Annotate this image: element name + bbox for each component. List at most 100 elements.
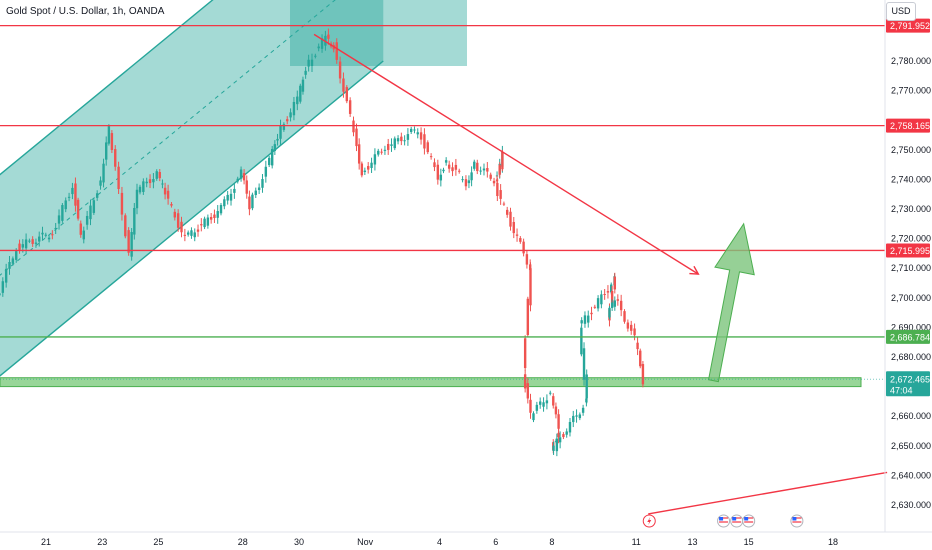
channel-upper-line[interactable] [0, 0, 383, 206]
candle-body [267, 157, 271, 166]
candle-body [233, 188, 236, 193]
candle-body [552, 396, 555, 406]
candle-body [166, 190, 170, 199]
level-label: 2,715.995 [890, 246, 930, 256]
candle-body [335, 42, 338, 60]
candle-body [416, 132, 419, 135]
candle-body [76, 199, 80, 219]
x-tick-label: 28 [238, 537, 248, 547]
candle-body [239, 169, 243, 179]
resistance-price-badge [886, 18, 930, 33]
candle-body [549, 392, 552, 394]
candle-body [92, 200, 96, 213]
candle-body [161, 183, 164, 185]
x-tick-label: Nov [357, 537, 374, 547]
candle-body [317, 46, 320, 49]
candle-body [390, 144, 393, 146]
ascending-channel-fill[interactable] [0, 0, 384, 407]
candle-body [51, 234, 54, 236]
channel-midline[interactable] [0, 0, 383, 307]
candle-body [580, 327, 583, 355]
candle-body [264, 166, 268, 177]
bullish-arrow[interactable] [707, 222, 755, 383]
candle-body [406, 134, 410, 140]
candle-body [114, 149, 117, 167]
currency-button[interactable]: USD [886, 2, 916, 21]
candle-body [15, 251, 18, 260]
candle-body [38, 236, 41, 242]
candle-body [41, 232, 44, 235]
candle-body [4, 268, 8, 283]
candle-body [355, 128, 358, 147]
candle-body [532, 413, 535, 421]
candle-body [557, 414, 560, 429]
candle-body [558, 437, 562, 443]
candle-body [436, 164, 440, 180]
candle-body [370, 162, 373, 168]
candle-body [245, 180, 248, 194]
candle-body [451, 167, 454, 172]
candle-body [193, 232, 196, 238]
descending-trendline[interactable] [313, 33, 699, 275]
candle-body [44, 234, 47, 236]
candle-body [587, 315, 590, 323]
candle-body [145, 181, 148, 184]
y-tick-label: 2,690.000 [891, 322, 931, 332]
candle-body [307, 59, 310, 67]
candle-body [562, 434, 565, 438]
y-tick-label: 2,660.000 [891, 411, 931, 421]
y-tick-label: 2,680.000 [891, 352, 931, 362]
candle-body [633, 328, 636, 336]
us-flag-event-icon[interactable] [730, 514, 744, 528]
y-tick-label: 2,750.000 [891, 145, 931, 155]
us-flag-event-icon[interactable] [717, 514, 731, 528]
candle-body [142, 181, 145, 192]
candle-body [542, 402, 545, 407]
candle-body [442, 169, 445, 172]
candle-body [578, 414, 582, 419]
candle-body [163, 187, 167, 195]
candle-body [110, 133, 114, 151]
rising-trendline[interactable] [648, 471, 888, 515]
candle-body [439, 174, 443, 181]
candle-body [31, 239, 34, 244]
candle-body [498, 165, 501, 175]
candle-body [529, 268, 532, 306]
candle-body [117, 166, 120, 189]
candle-body [486, 168, 489, 172]
candle-body [525, 254, 529, 265]
support-zone[interactable] [0, 377, 862, 388]
candle-body [186, 232, 190, 235]
channel-lower-line[interactable] [0, 60, 384, 407]
candle-body [102, 163, 105, 183]
candle-body [242, 173, 246, 181]
resistance-price-badge [886, 118, 930, 133]
candle-body [173, 211, 177, 218]
candle-body [338, 61, 342, 79]
candle-body [501, 151, 504, 170]
us-flag-event-icon[interactable] [742, 514, 756, 528]
candle-body [515, 234, 519, 236]
candle-body [95, 193, 99, 198]
candle-body [454, 164, 458, 170]
candle-body [458, 170, 461, 172]
us-flag-event-icon[interactable] [790, 514, 804, 528]
candle-body [479, 170, 482, 172]
candle-body [183, 234, 187, 236]
candle-body [254, 190, 257, 196]
candle-body [219, 205, 223, 214]
candle-body [196, 229, 200, 232]
candle-body [357, 144, 361, 164]
candle-body [608, 307, 611, 318]
candle-body [423, 134, 426, 149]
candle-body [613, 300, 617, 307]
candle-body [568, 422, 572, 433]
candle-body [21, 244, 25, 248]
candle-body [360, 163, 364, 176]
y-tick-label: 2,740.000 [891, 174, 931, 184]
support-price-badge [886, 329, 930, 344]
candle-body [279, 125, 282, 139]
